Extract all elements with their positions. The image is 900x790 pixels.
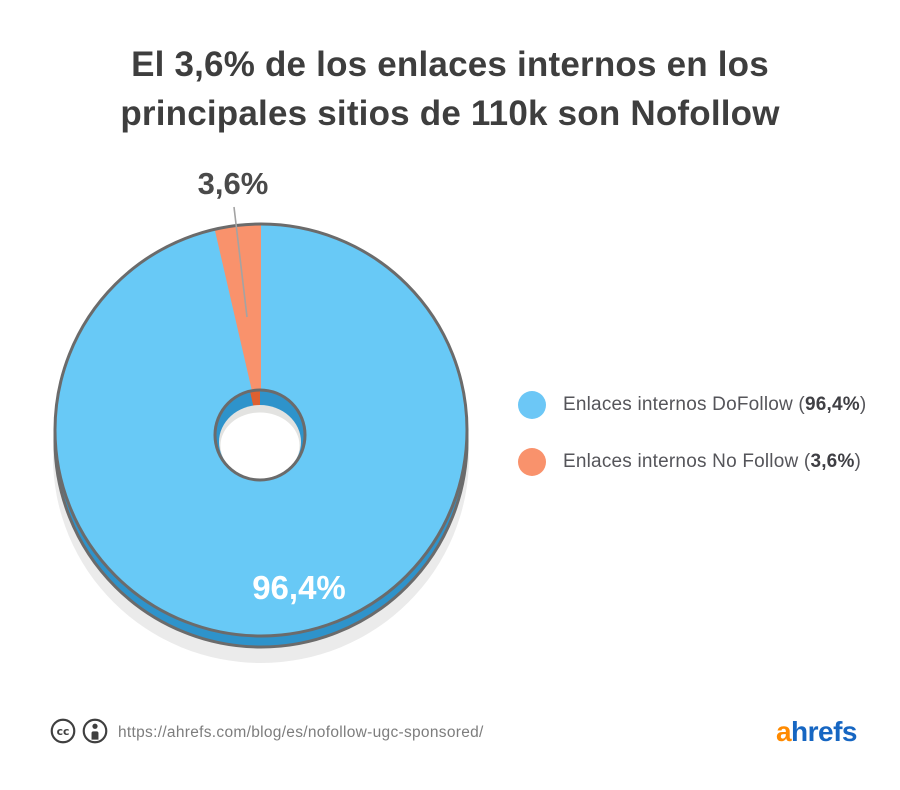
ahrefs-logo: ahrefs bbox=[775, 716, 858, 748]
legend-label-nofollow: Enlaces internos No Follow (3,6%) bbox=[563, 451, 861, 473]
ahrefs-logo-rest: hrefs bbox=[791, 716, 857, 747]
source-url: https://ahrefs.com/blog/es/nofollow-ugc-… bbox=[118, 724, 484, 741]
legend-item-nofollow: Enlaces internos No Follow (3,6%) bbox=[518, 448, 866, 476]
chart-legend: Enlaces internos DoFollow (96,4%) Enlace… bbox=[518, 391, 866, 476]
license-icons: cc bbox=[50, 718, 108, 744]
legend-label-dofollow: Enlaces internos DoFollow (96,4%) bbox=[563, 394, 866, 416]
pie-outline bbox=[53, 222, 469, 638]
attribution-icon bbox=[82, 718, 108, 744]
donut-hole-floor bbox=[220, 412, 300, 479]
legend-label-nofollow-text: Enlaces internos No Follow ( bbox=[563, 451, 811, 472]
chart-title-line2: principales sitios de 110k son Nofollow bbox=[120, 94, 780, 133]
donut-chart bbox=[53, 206, 469, 663]
legend-swatch-dofollow-icon bbox=[518, 391, 546, 419]
chart-title-line1: El 3,6% de los enlaces internos en los bbox=[131, 45, 769, 84]
leader-line bbox=[233, 206, 248, 318]
legend-swatch-nofollow-icon bbox=[518, 448, 546, 476]
ahrefs-logo-a: a bbox=[775, 716, 792, 747]
chart-title: El 3,6% de los enlaces internos en los pr… bbox=[0, 40, 900, 138]
legend-label-dofollow-close: ) bbox=[859, 394, 867, 415]
cc-icon: cc bbox=[50, 718, 76, 744]
slice-label-nofollow: 3,6% bbox=[197, 166, 269, 201]
donut-hole-outline bbox=[213, 388, 307, 482]
footer: cc https://ahrefs.com/blog/es/nofollow-u… bbox=[0, 716, 900, 752]
slice-label-dofollow: 96,4% bbox=[252, 569, 346, 606]
legend-item-dofollow: Enlaces internos DoFollow (96,4%) bbox=[518, 391, 866, 419]
pie-slice-nofollow bbox=[214, 224, 261, 430]
legend-value-nofollow: 3,6% bbox=[810, 451, 855, 472]
legend-value-dofollow: 96,4% bbox=[804, 394, 860, 415]
svg-text:cc: cc bbox=[57, 725, 70, 738]
legend-label-dofollow-text: Enlaces internos DoFollow ( bbox=[563, 394, 805, 415]
legend-label-nofollow-close: ) bbox=[854, 451, 862, 472]
